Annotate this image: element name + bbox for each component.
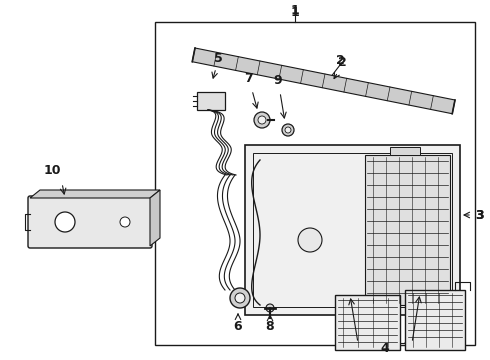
- Text: 6: 6: [234, 320, 243, 333]
- Text: 10: 10: [43, 163, 61, 176]
- Bar: [335, 295, 400, 350]
- Circle shape: [55, 212, 75, 232]
- Text: 3: 3: [476, 208, 484, 221]
- Circle shape: [235, 293, 245, 303]
- Circle shape: [254, 112, 270, 128]
- Text: 4: 4: [381, 342, 390, 355]
- Bar: [365, 155, 450, 305]
- Polygon shape: [150, 190, 160, 246]
- Text: 3: 3: [476, 208, 484, 221]
- Bar: [245, 145, 460, 315]
- Text: 7: 7: [244, 72, 252, 85]
- Circle shape: [282, 124, 294, 136]
- Text: 2: 2: [338, 55, 346, 68]
- Polygon shape: [30, 190, 160, 198]
- Circle shape: [230, 288, 250, 308]
- Text: 2: 2: [336, 54, 344, 67]
- Bar: [197, 92, 225, 110]
- Text: 1: 1: [291, 4, 299, 17]
- Circle shape: [258, 116, 266, 124]
- Text: 1: 1: [291, 5, 299, 18]
- Text: 8: 8: [266, 320, 274, 333]
- Bar: [253, 153, 452, 307]
- Circle shape: [266, 304, 274, 312]
- Circle shape: [298, 228, 322, 252]
- Circle shape: [285, 127, 291, 133]
- Polygon shape: [192, 48, 455, 114]
- Circle shape: [120, 217, 130, 227]
- Text: 5: 5: [214, 51, 222, 64]
- Bar: [155, 22, 475, 345]
- Bar: [390, 147, 420, 155]
- Bar: [405, 290, 465, 350]
- FancyBboxPatch shape: [28, 196, 152, 248]
- Text: 9: 9: [274, 73, 282, 86]
